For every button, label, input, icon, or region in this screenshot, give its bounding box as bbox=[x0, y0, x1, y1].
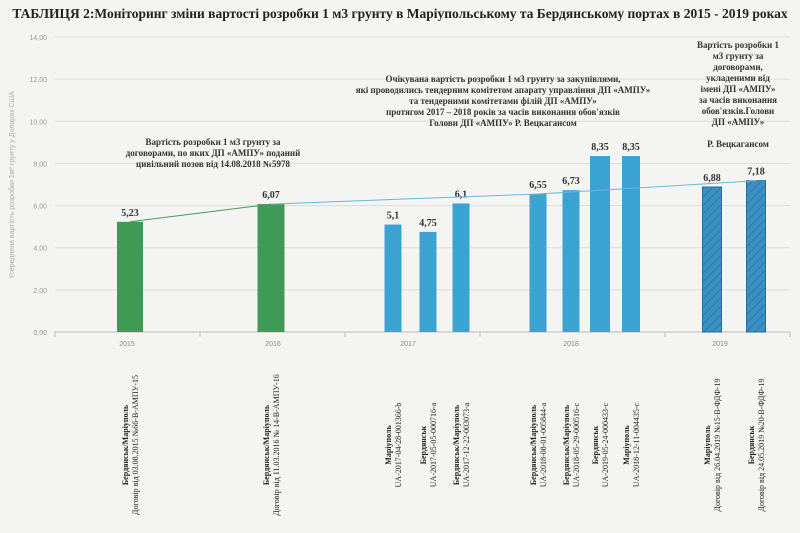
bar-value-label: 8,35 bbox=[591, 142, 609, 153]
category-document: UA-2017-04-28-001366-b bbox=[394, 403, 403, 488]
annotation-line: протягом 2017 – 2018 років за часів вико… bbox=[386, 107, 620, 117]
annotation-line: Вартість розробки 1 м3 грунту за bbox=[146, 137, 281, 147]
annotation-line: укладеними від bbox=[706, 73, 770, 83]
annotation-line: та тендерними комітетами філій ДП «АМПУ» bbox=[409, 96, 597, 106]
x-year-label: 2017 bbox=[400, 341, 416, 348]
category-document: Договір від 11.03.2016 № 14-В-АМПУ-16 bbox=[272, 374, 281, 516]
y-tick-label: 10,00 bbox=[29, 119, 47, 126]
x-year-label: 2018 bbox=[563, 341, 579, 348]
annotation-line: Очікувана вартість розробки 1 м3 грунту … bbox=[385, 74, 620, 84]
x-category-label: Бердянськ/Маріуполь Договір від 11.03.201… bbox=[262, 374, 281, 516]
annotation-line: за часів виконання bbox=[699, 95, 777, 105]
bar-value-label: 6,73 bbox=[562, 176, 580, 187]
annotation-line: імені ДП «АМПУ» bbox=[700, 84, 776, 94]
bar bbox=[622, 156, 640, 332]
bar bbox=[590, 156, 610, 332]
bar bbox=[419, 231, 437, 332]
bar-value-label: 5,23 bbox=[121, 208, 139, 219]
y-tick-label: 2,00 bbox=[33, 288, 47, 295]
x-year-label: 2016 bbox=[265, 341, 281, 348]
y-tick-label: 8,00 bbox=[33, 161, 47, 168]
annotation-line: м3 грунту за bbox=[713, 51, 764, 61]
category-place: Бердянськ/Маріуполь bbox=[121, 404, 130, 485]
bar bbox=[384, 224, 402, 332]
category-document: Договір від 24.05.2019 №20-В-ФДФ-19 bbox=[757, 379, 766, 512]
x-year-label: 2019 bbox=[712, 341, 728, 348]
category-place: Маріуполь bbox=[384, 425, 393, 465]
x-category-label: Бердянськ UA-2019-05-24-000433-c bbox=[591, 402, 610, 487]
bar bbox=[452, 203, 470, 332]
category-document: UA-2019-05-24-000433-c bbox=[601, 402, 610, 487]
bar-value-label: 7,18 bbox=[747, 167, 765, 178]
x-category-label: Бердянськ Договір від 24.05.2019 №20-В-ФД… bbox=[747, 379, 766, 512]
bar-value-label: 6,07 bbox=[262, 190, 280, 201]
x-year-label: 2015 bbox=[119, 341, 135, 348]
bar-value-label: 5,1 bbox=[387, 211, 400, 222]
annotation-line: Р. Вецкагансом bbox=[707, 139, 769, 149]
category-place: Бердянськ/Маріуполь bbox=[452, 404, 461, 485]
category-document: Договір від 26.04.2019 №15-В-ФДФ-19 bbox=[713, 379, 722, 512]
x-category-label: Маріуполь UA-2018-12-11-004435-c bbox=[622, 402, 641, 487]
annotation-line: договорами, по яких ДП «АМПУ» поданий bbox=[126, 148, 301, 158]
y-tick-label: 4,00 bbox=[33, 246, 47, 253]
x-category-label: Бердянськ/Маріуполь UA-2017-12-22-003073-… bbox=[452, 402, 471, 487]
bar-value-label: 6,1 bbox=[455, 189, 468, 200]
bar bbox=[117, 221, 143, 332]
x-category-label: Бердянськ/Маріуполь UA-2018-08-01-005844-… bbox=[529, 402, 548, 487]
y-tick-label: 0,00 bbox=[33, 330, 47, 337]
category-place: Маріуполь bbox=[703, 425, 712, 465]
bar bbox=[529, 193, 547, 332]
bar-value-label: 8,35 bbox=[622, 142, 640, 153]
annotation-line: ДП «АМПУ» bbox=[712, 117, 765, 127]
y-axis-label: Усереднена вартість розробки 1м³ грунту … bbox=[8, 91, 16, 279]
bar-value-label: 6,55 bbox=[529, 180, 547, 191]
annotation-line: договорами, bbox=[713, 62, 763, 72]
category-place: Бердянськ/Маріуполь bbox=[529, 404, 538, 485]
category-place: Бердянськ/Маріуполь bbox=[262, 404, 271, 485]
category-place: Бердянськ bbox=[419, 425, 428, 464]
y-tick-label: 6,00 bbox=[33, 204, 47, 211]
bar-value-label: 4,75 bbox=[419, 218, 437, 229]
annotation-line: Голови ДП «АМПУ» Р. Вецкагансом bbox=[429, 118, 577, 128]
category-place: Маріуполь bbox=[622, 425, 631, 465]
x-category-label: Бердянськ/Маріуполь Договір від 03.08.201… bbox=[121, 375, 140, 515]
category-document: UA-2017-12-22-003073-a bbox=[462, 402, 471, 487]
x-category-label: Маріуполь Договір від 26.04.2019 №15-В-ФД… bbox=[703, 379, 722, 512]
bar-value-label: 6,88 bbox=[703, 173, 721, 184]
category-place: Бердянськ bbox=[747, 425, 756, 464]
category-document: UA-2018-12-11-004435-c bbox=[632, 402, 641, 487]
category-place: Бердянськ/Маріуполь bbox=[562, 404, 571, 485]
annotation-line: які проводились тендерним комітетом апар… bbox=[356, 85, 651, 95]
bar bbox=[257, 204, 285, 332]
category-document: Договір від 03.08.2015 №66-В-АМПУ-15 bbox=[131, 375, 140, 515]
x-category-label: Бердянськ UA-2017-05-05-000716-a bbox=[419, 402, 438, 487]
annotation-line: Вартість розробки 1 bbox=[697, 40, 779, 50]
y-tick-label: 12,00 bbox=[29, 77, 47, 84]
x-category-label: Маріуполь UA-2017-04-28-001366-b bbox=[384, 403, 403, 488]
bar bbox=[746, 180, 766, 333]
category-place: Бердянськ bbox=[591, 425, 600, 464]
annotation-line: обов'язків.Голови bbox=[702, 106, 775, 116]
bar bbox=[562, 190, 580, 332]
category-document: UA-2018-08-01-005844-a bbox=[539, 402, 548, 487]
trend-line-contracts bbox=[129, 203, 272, 223]
category-document: UA-2018-05-29-000516-c bbox=[572, 402, 581, 487]
y-tick-label: 14,00 bbox=[29, 35, 47, 42]
bar bbox=[702, 186, 722, 333]
chart-title: ТАБЛИЦЯ 2:Моніторинг зміни вартості розр… bbox=[12, 6, 788, 21]
annotation-line: цивільний позов від 14.08.2018 №5978 bbox=[136, 159, 290, 169]
category-document: UA-2017-05-05-000716-a bbox=[429, 402, 438, 487]
trend-line-tenders bbox=[270, 180, 757, 205]
x-category-label: Бердянськ/Маріуполь UA-2018-05-29-000516-… bbox=[562, 402, 581, 487]
